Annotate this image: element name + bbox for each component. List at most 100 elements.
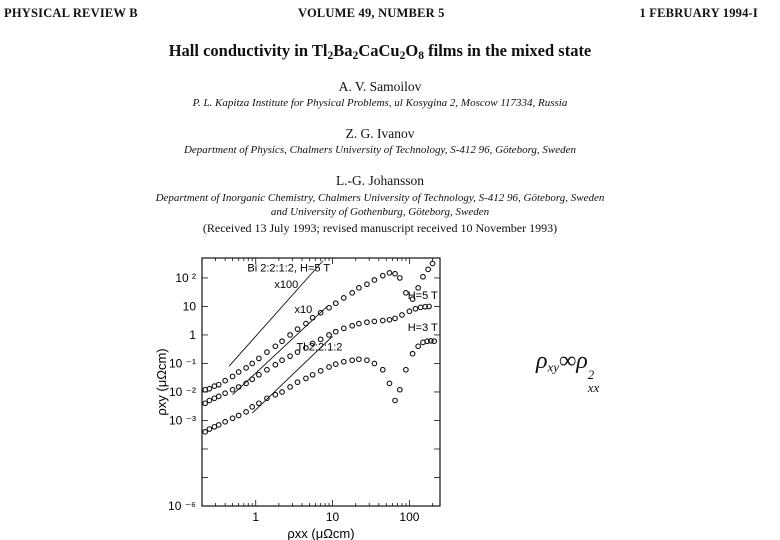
data-point-series-3: [349, 357, 356, 364]
data-point-series-1: [229, 373, 236, 380]
data-point-series-3: [364, 357, 370, 364]
data-point-series-3: [287, 384, 293, 390]
data-point-series-2: [202, 400, 209, 407]
data-point-series-2: [422, 303, 428, 310]
data-point-series-2: [272, 361, 279, 368]
data-point-series-3: [249, 404, 256, 410]
title-sub-2: 2: [352, 49, 359, 62]
data-point-series-3: [215, 422, 222, 428]
y-tick-label: 10 ⁻¹: [169, 356, 196, 370]
title-sub-1: 2: [327, 49, 334, 62]
data-point-series-3: [303, 375, 309, 382]
data-point-series-1: [272, 343, 279, 350]
data-point-series-3: [356, 356, 362, 363]
y-axis-label: ρxy (μΩcm): [154, 348, 169, 415]
data-point-series-1: [379, 272, 386, 279]
data-point-series-2: [392, 315, 398, 322]
affiliation-kapitza: P. L. Kapitza Institute for Physical Pro…: [192, 97, 568, 109]
data-point-series-1: [409, 296, 416, 303]
data-point-series-3: [229, 415, 236, 422]
data-point-series-1: [235, 369, 242, 375]
title-sub-3: 2: [399, 49, 406, 62]
formula-sup-2: 2: [587, 366, 595, 382]
data-point-series-3: [294, 379, 301, 386]
data-point-series-1: [206, 385, 213, 392]
data-point-series-1: [429, 260, 436, 267]
title-sub-4: 8: [418, 49, 424, 62]
title-part-2: CaCu: [358, 41, 400, 60]
data-point-series-3: [202, 428, 209, 435]
hall-resistivity-chart: 1 10 100 10 ² 10 1 10 ⁻¹ 10 ⁻² 10 ⁻³ 10 ⁻⁶ ρxx (μΩ…: [154, 257, 441, 540]
data-point-series-2: [417, 304, 424, 311]
x-tick-label: 100: [399, 510, 419, 524]
y-tick-label: 10 ²: [175, 271, 196, 285]
data-point-series-3: [256, 400, 262, 407]
y-tick-label: 10 ⁻²: [169, 385, 196, 399]
data-point-series-1: [392, 270, 398, 277]
data-point-series-1: [294, 326, 301, 332]
data-point-series-1: [279, 338, 285, 345]
data-point-series-1: [264, 349, 270, 355]
data-point-series-1: [371, 277, 378, 283]
data-point-series-2: [206, 397, 213, 404]
data-point-series-1: [326, 304, 332, 311]
data-point-series-3: [279, 389, 285, 395]
data-point-series-3: [396, 386, 403, 393]
data-point-series-3: [222, 418, 228, 425]
data-point-series-3: [427, 338, 434, 344]
title-prefix: Hall conductivity in Tl: [168, 41, 328, 60]
data-point-series-3: [272, 391, 279, 398]
data-point-series-3: [309, 371, 316, 378]
data-point-series-3: [340, 358, 347, 365]
data-point-series-2: [379, 317, 386, 324]
affiliation-gothenburg: and University of Gothenburg, Göteborg, …: [270, 206, 490, 218]
title-part-3: O: [405, 41, 419, 60]
data-point-series-2: [279, 357, 285, 364]
chart-annotation: Bi 2:2:1:2, H=5 T: [247, 262, 330, 274]
data-point-series-2: [326, 332, 332, 338]
affiliation-chalmers-physics: Department of Physics, Chalmers Universi…: [183, 144, 577, 156]
data-point-series-3: [392, 397, 398, 404]
data-point-series-2: [317, 336, 324, 343]
title-suffix: films in the mixed state: [423, 41, 592, 60]
data-point-series-1: [222, 377, 228, 384]
affiliation-chalmers-chemistry: Department of Inorganic Chemistry, Chalm…: [155, 192, 605, 204]
y-tick-label: 10 ⁻⁶: [168, 499, 196, 513]
data-point-series-3: [235, 412, 242, 419]
data-point-series-2: [406, 308, 413, 315]
x-tick-label: 10: [326, 510, 340, 524]
chart-annotation: x10: [295, 304, 313, 316]
data-point-series-1: [425, 266, 431, 273]
data-point-series-1: [403, 289, 409, 296]
data-point-series-2: [294, 349, 301, 355]
formula-sub-xy: xy: [547, 359, 560, 375]
author-ivanov: Z. G. Ivanov: [345, 126, 415, 141]
data-point-series-3: [264, 395, 270, 402]
data-point-series-2: [399, 312, 405, 318]
data-point-series-2: [215, 393, 222, 400]
data-point-series-3: [379, 366, 386, 373]
data-point-series-2: [412, 305, 419, 312]
data-point-series-2: [340, 325, 347, 332]
received-dates: (Received 13 July 1993; revised manuscri…: [202, 221, 558, 235]
y-tick-label: 1: [189, 328, 196, 342]
data-point-series-2: [386, 316, 393, 323]
x-tick-label: 1: [252, 510, 259, 524]
data-point-series-3: [317, 368, 324, 374]
data-point-series-2: [349, 322, 356, 329]
data-point-series-1: [386, 270, 393, 276]
data-point-series-1: [215, 381, 222, 388]
data-point-series-2: [287, 353, 293, 360]
formula-proportional: ∞: [559, 348, 577, 374]
data-point-series-1: [340, 295, 347, 301]
data-point-series-3: [243, 409, 249, 415]
data-point-series-1: [309, 314, 316, 321]
data-point-series-1: [287, 332, 293, 338]
data-point-series-1: [349, 289, 356, 296]
data-point-series-3: [409, 350, 416, 357]
data-point-series-1: [249, 360, 256, 367]
data-point-series-2: [332, 328, 339, 335]
formula-sub-xx: xx: [587, 379, 600, 395]
author-johansson: L.-G. Johansson: [335, 173, 425, 188]
data-point-series-1: [364, 281, 370, 288]
